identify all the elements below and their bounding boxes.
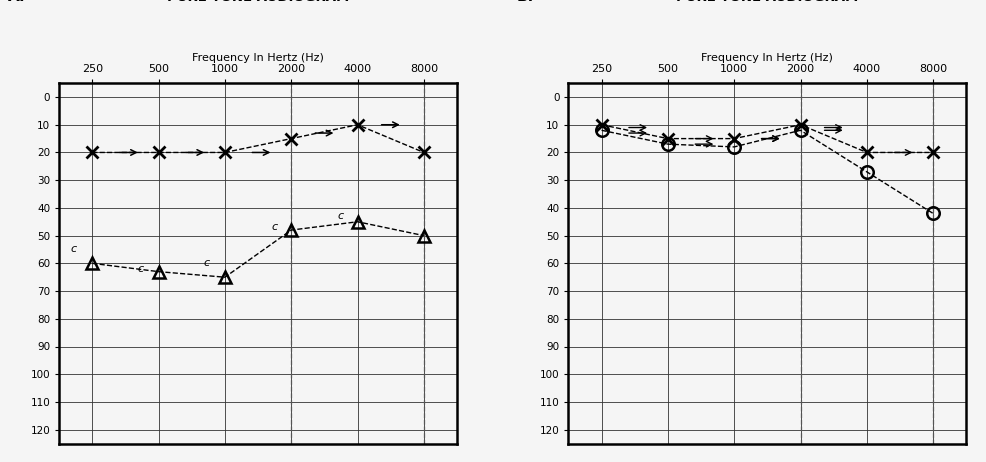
Text: c: c bbox=[271, 222, 278, 232]
Text: B.: B. bbox=[517, 0, 534, 4]
Text: PURE TONE AUDIOGRAM: PURE TONE AUDIOGRAM bbox=[167, 0, 349, 4]
Text: A.: A. bbox=[8, 0, 25, 4]
X-axis label: Frequency In Hertz (Hz): Frequency In Hertz (Hz) bbox=[192, 53, 324, 63]
Text: c: c bbox=[203, 258, 209, 268]
Text: PURE TONE AUDIOGRAM: PURE TONE AUDIOGRAM bbox=[676, 0, 859, 4]
Text: c: c bbox=[338, 211, 344, 221]
X-axis label: Frequency In Hertz (Hz): Frequency In Hertz (Hz) bbox=[701, 53, 833, 63]
Text: c: c bbox=[71, 244, 77, 255]
Text: c: c bbox=[137, 264, 143, 274]
